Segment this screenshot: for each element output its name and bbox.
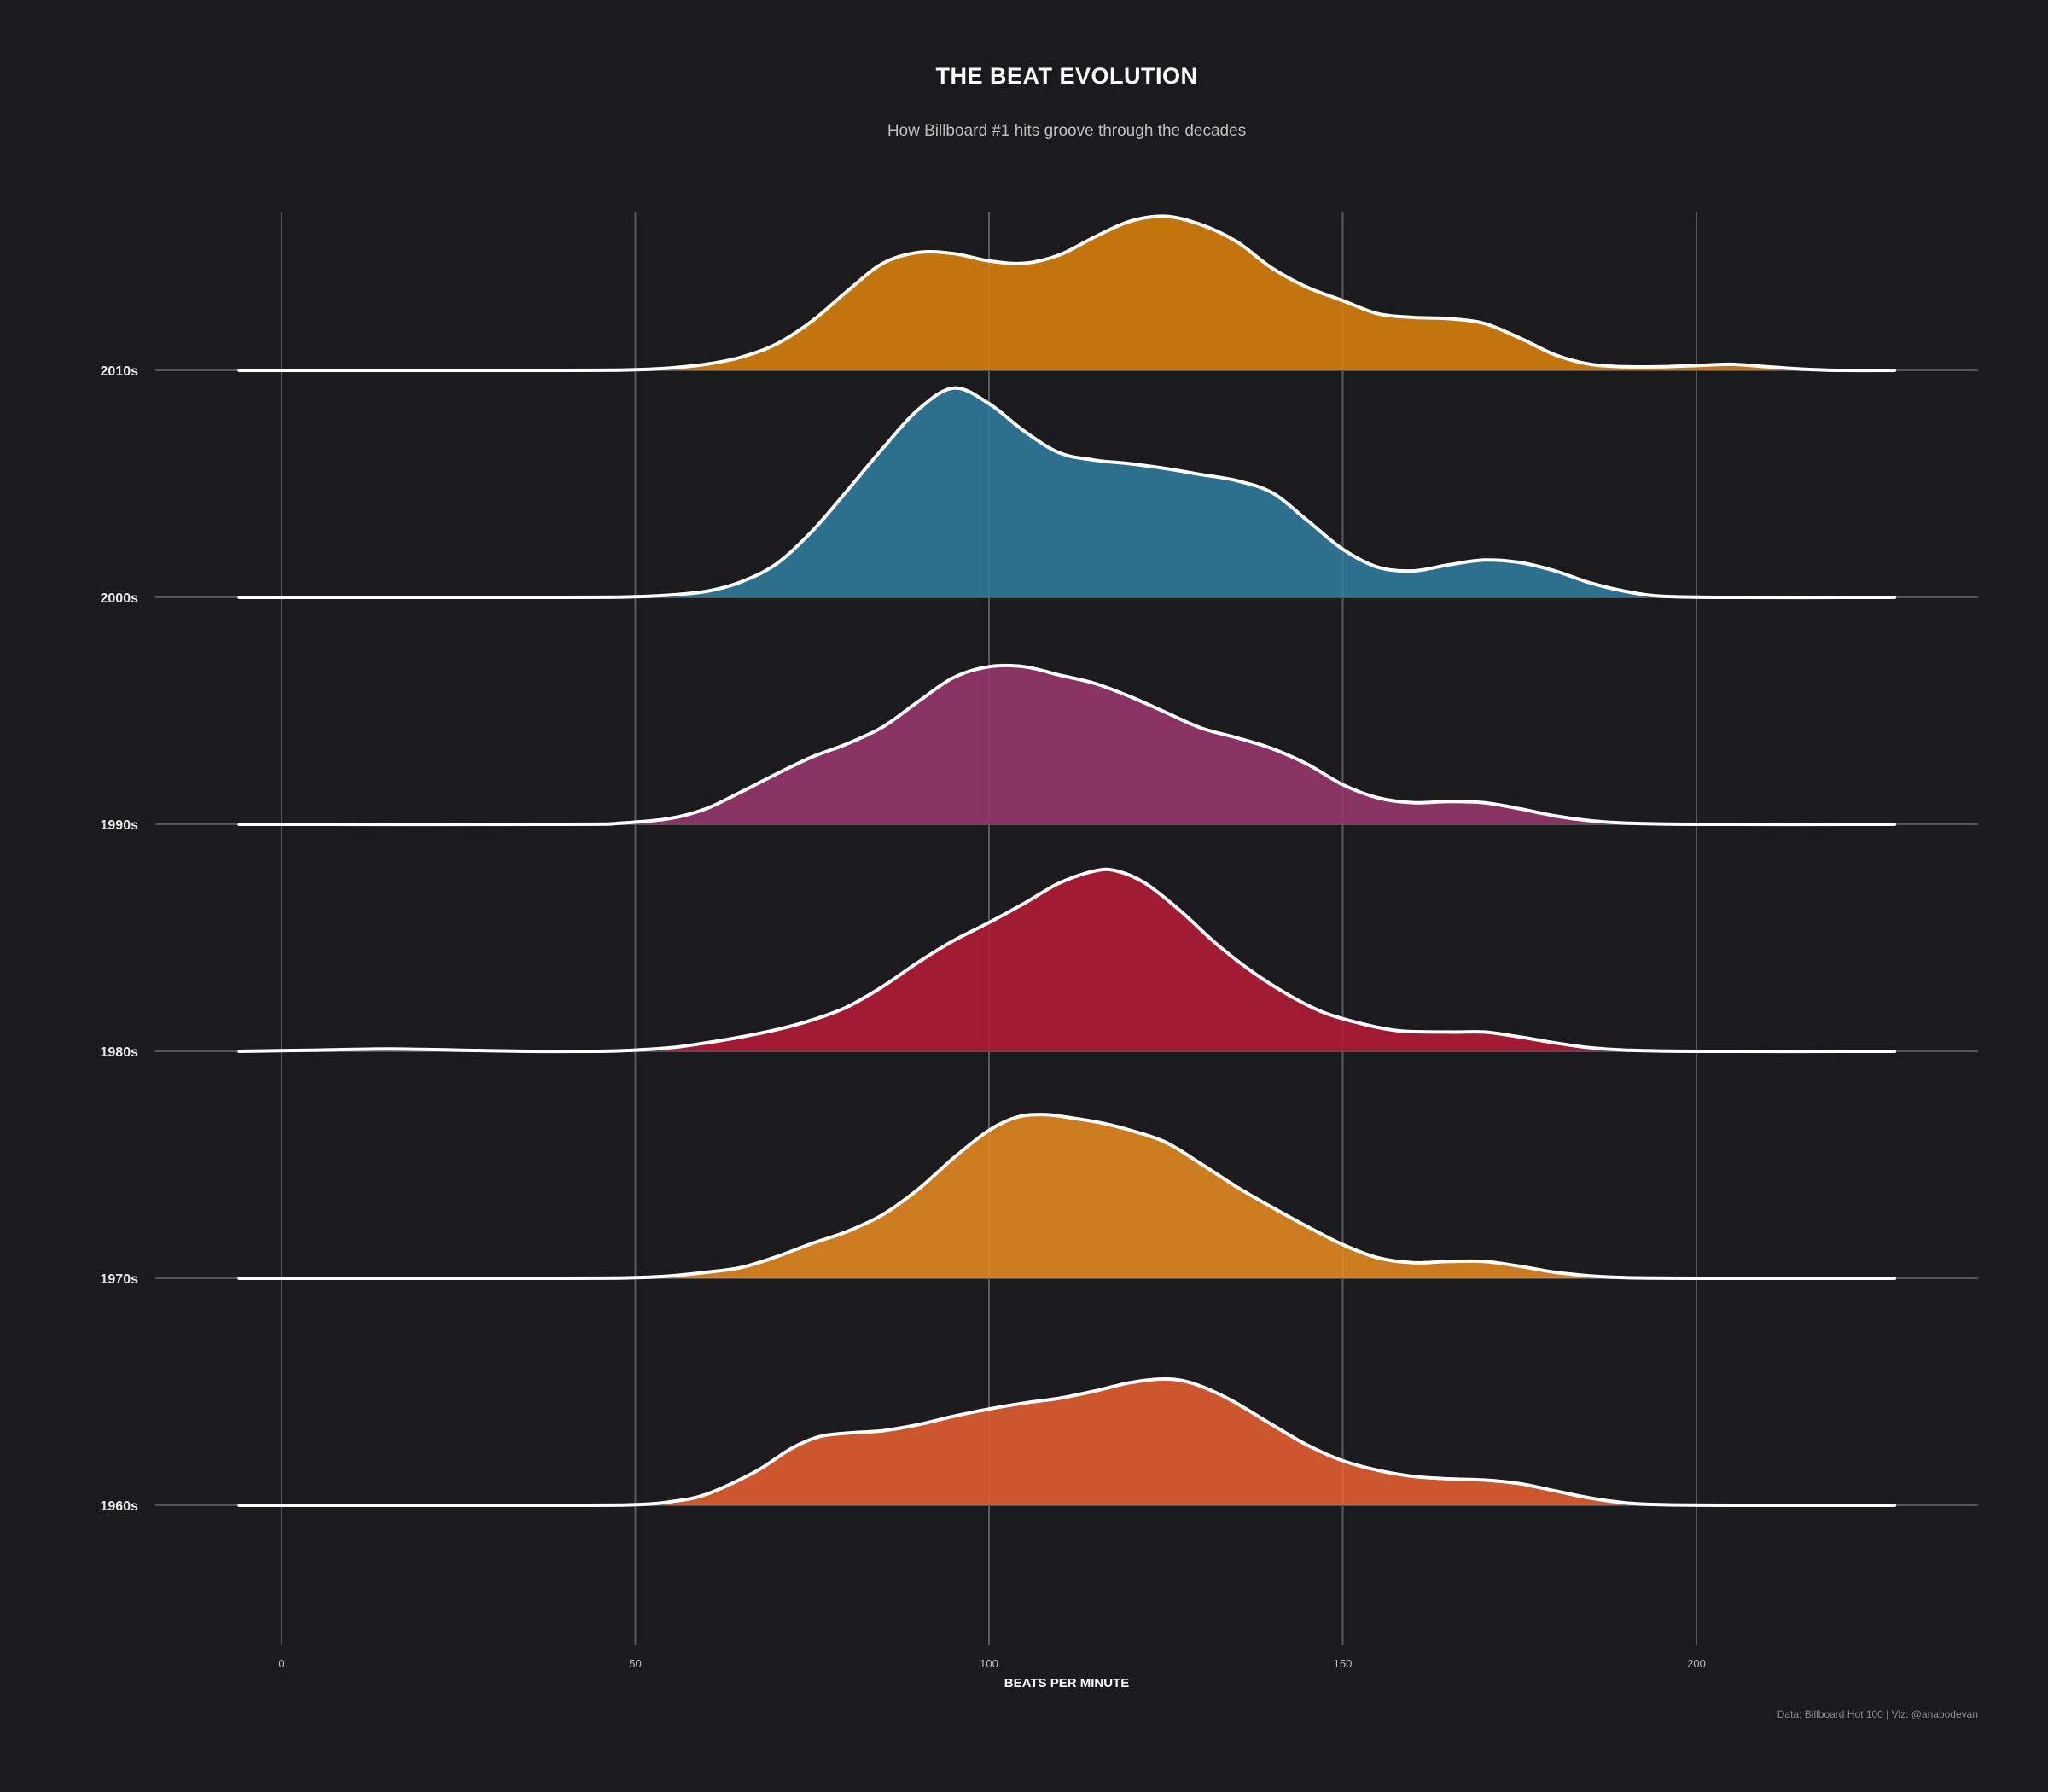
y-category-label: 1990s [101,818,139,833]
chart-title: THE BEAT EVOLUTION [935,63,1198,89]
x-tick-label: 200 [1687,1657,1706,1670]
density-area-1990s [239,665,1895,825]
y-category-label: 2010s [101,364,139,379]
y-category-label: 2000s [101,591,139,606]
density-area-2010s [239,216,1895,371]
x-tick-label: 50 [629,1657,641,1670]
density-line-1990s [237,663,1897,827]
x-axis-label: BEATS PER MINUTE [1004,1676,1130,1690]
density-area-2000s [239,387,1895,598]
density-line-1970s [237,1113,1897,1281]
x-tick-label: 150 [1334,1657,1353,1670]
density-area-1980s [239,869,1895,1052]
chart-subtitle: How Billboard #1 hits groove through the… [887,122,1247,140]
density-line-2000s [237,386,1897,600]
source-caption: Data: Billboard Hot 100 | Viz: @anabodev… [1777,1708,1978,1720]
density-line-1980s [237,867,1897,1054]
x-tick-label: 100 [980,1657,998,1670]
y-category-label: 1970s [101,1272,139,1287]
x-tick-label: 0 [278,1657,284,1670]
density-line-2010s [237,214,1897,373]
density-line-1960s [237,1376,1897,1508]
density-area-1960s [239,1378,1895,1506]
y-category-label: 1960s [101,1499,139,1514]
density-area-1970s [239,1114,1895,1279]
y-category-label: 1980s [101,1045,139,1060]
